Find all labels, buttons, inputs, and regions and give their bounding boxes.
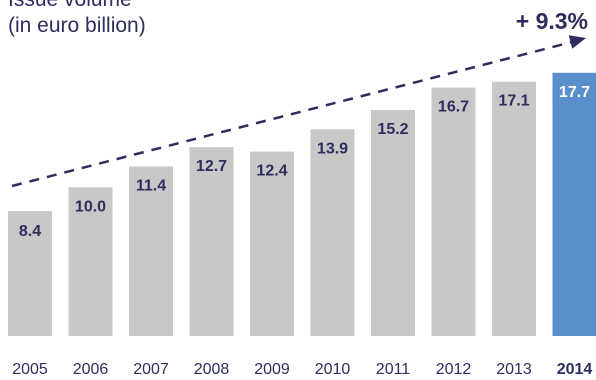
value-label-2006: 10.0 bbox=[75, 198, 106, 215]
bar-2011 bbox=[371, 109, 415, 336]
value-label-2014: 17.7 bbox=[559, 84, 590, 101]
x-tick-label-2012: 2012 bbox=[436, 361, 472, 378]
value-label-2009: 12.4 bbox=[256, 163, 287, 180]
y-axis-label-line-1: Issue volume bbox=[8, 0, 132, 12]
bar-2005 bbox=[8, 211, 52, 336]
bar-2008 bbox=[189, 147, 234, 336]
x-tick-label-2011: 2011 bbox=[376, 361, 411, 378]
x-tick-label-2006: 2006 bbox=[73, 361, 109, 378]
bar-2006 bbox=[68, 187, 113, 336]
value-label-2007: 11.4 bbox=[136, 177, 166, 194]
value-label-2011: 15.2 bbox=[377, 121, 408, 138]
x-tick-label-2005: 2005 bbox=[12, 361, 48, 378]
bar-2012 bbox=[431, 87, 476, 337]
trend-line bbox=[11, 39, 577, 188]
trend-arrowhead bbox=[568, 35, 586, 49]
bar-2014 bbox=[552, 72, 596, 337]
x-tick-label-2013: 2013 bbox=[496, 361, 532, 378]
value-label-2010: 13.9 bbox=[317, 140, 348, 157]
value-label-2012: 16.7 bbox=[438, 99, 469, 116]
bar-2013 bbox=[492, 81, 536, 337]
x-tick-label-2009: 2009 bbox=[254, 361, 290, 378]
bar-2010 bbox=[310, 129, 355, 336]
x-tick-label-2007: 2007 bbox=[133, 361, 169, 378]
y-axis-label-line-2: (in euro billion) bbox=[8, 14, 146, 37]
x-tick-label-2008: 2008 bbox=[194, 361, 230, 378]
value-label-2005: 8.4 bbox=[19, 223, 41, 240]
x-tick-label-2014: 2014 bbox=[557, 361, 593, 378]
bar-2009 bbox=[250, 151, 294, 336]
growth-annotation: + 9.3% bbox=[515, 8, 588, 34]
x-tick-label-2010: 2010 bbox=[315, 361, 351, 378]
value-label-2013: 17.1 bbox=[498, 93, 529, 110]
value-label-2008: 12.7 bbox=[196, 158, 227, 175]
bar-2007 bbox=[129, 166, 173, 336]
